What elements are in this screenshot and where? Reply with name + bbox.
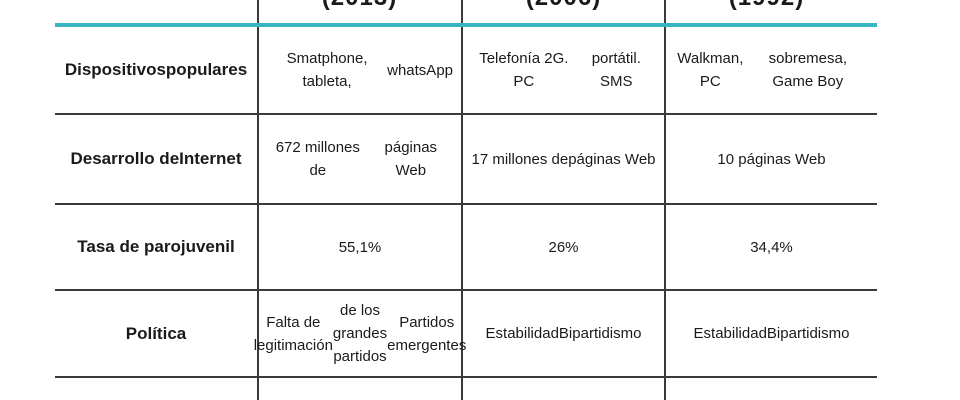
cell-line: 17 millones de [471,150,569,168]
cell-line: Falta de legitimación [253,313,333,354]
cell-line: Estabilidad [693,325,767,342]
table-cell: Smatphone, tableta, whatsApp [259,27,461,113]
row-label-line: juvenil [180,237,235,256]
cell-line: 672 millones de [275,139,360,179]
table-cell: Telefonía 2G. PC portátil. SMS [463,27,664,113]
table-cell: 26% [463,205,664,289]
row-label-line: Desarrollo de [70,149,180,168]
column-divider [664,0,666,400]
row-label-line: Dispositivos [64,60,166,79]
cell-line: portátil. SMS [591,50,641,90]
column-divider [257,0,259,400]
column-header-year: (2013) [258,0,461,12]
cell-line: de los grandes partidos [332,302,388,365]
row-label-internet: Desarrollo de Internet [55,115,257,203]
cell-line: sobremesa, Game Boy [768,50,848,90]
row-label-line: Internet [179,149,242,168]
row-label-politica: Política [55,291,257,376]
header-rule [55,23,877,27]
table-cell: 672 millones de páginas Web [259,115,461,203]
cell-line: 26% [548,238,579,256]
cell-line: Partidos emergentes [387,313,467,354]
table-cell: Walkman, PC sobremesa, Game Boy [666,27,877,113]
table-cell: 34,4% [666,205,877,289]
column-header-year: (1992) [665,0,868,12]
table-cell: Falta de legitimación de los grandes par… [254,291,467,376]
cell-line: Telefonía 2G. PC [479,50,569,90]
row-divider [55,376,877,378]
cell-line: Bipartidismo [558,325,642,342]
cell-line: 10 páginas Web [717,150,826,168]
row-label-dispositivos: Dispositivos populares [55,27,257,113]
cell-line: Estabilidad [485,325,559,342]
row-label-line: Política [125,323,187,343]
cell-line: Bipartidismo [766,325,850,342]
table-cell: 10 páginas Web [666,115,877,203]
table-cell: 55,1% [259,205,461,289]
column-divider [461,0,463,400]
row-label-line: populares [165,60,248,79]
row-divider [55,113,877,115]
row-label-paro: Tasa de paro juvenil [55,205,257,289]
table-cell: Estabilidad Bipartidismo [463,291,664,376]
cell-line: 55,1% [338,238,382,256]
cell-line: Walkman, PC [677,50,744,90]
row-divider [55,289,877,291]
table-cell: Estabilidad Bipartidismo [666,291,877,376]
cell-line: Smatphone, tableta, [286,50,368,90]
table-cell: 17 millones de páginas Web [463,115,664,203]
row-label-line: Tasa de paro [77,237,181,256]
cell-line: páginas Web [568,150,656,168]
cell-line: páginas Web [384,139,438,179]
row-divider [55,203,877,205]
cell-line: 34,4% [750,238,793,256]
column-header-year: (2006) [462,0,665,12]
cell-line: whatsApp [387,61,453,79]
